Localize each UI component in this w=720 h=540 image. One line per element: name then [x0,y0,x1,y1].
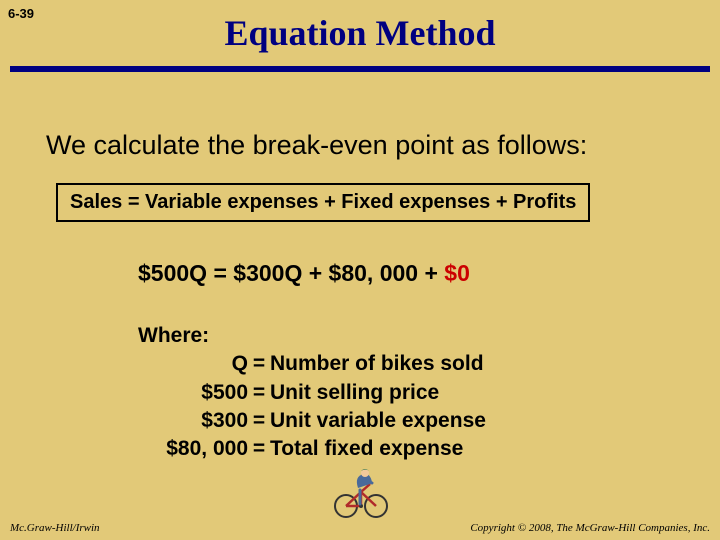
title-divider [10,66,710,72]
where-heading: Where: [138,322,486,350]
where-row-q: Q=Number of bikes sold [138,350,486,378]
where-row-varexp: $300=Unit variable expense [138,407,486,435]
where-eq: = [248,435,270,463]
equation-rhs1: $300Q + $80, 000 + [233,260,444,286]
where-desc: Number of bikes sold [270,352,484,375]
slide: 6-39 Equation Method We calculate the br… [0,0,720,540]
equation-lhs: $500Q [138,260,207,286]
formula-box: Sales = Variable expenses + Fixed expens… [56,183,590,222]
footer-copyright: Copyright © 2008, The McGraw-Hill Compan… [470,522,710,534]
substituted-equation: $500Q = $300Q + $80, 000 + $0 [138,260,470,287]
where-sym: $500 [138,379,248,407]
formula-text: Sales = Variable expenses + Fixed expens… [70,191,576,213]
where-desc: Unit selling price [270,381,439,404]
cyclist-icon [330,466,392,518]
where-eq: = [248,379,270,407]
where-sym: Q [138,350,248,378]
where-row-price: $500=Unit selling price [138,379,486,407]
where-block: Where: Q=Number of bikes sold $500=Unit … [138,322,486,464]
equation-eq: = [213,260,233,286]
where-sym: $300 [138,407,248,435]
equation-profit-zero: $0 [444,260,470,286]
slide-title: Equation Method [0,12,720,54]
where-row-fixed: $80, 000=Total fixed expense [138,435,486,463]
where-desc: Total fixed expense [270,437,463,460]
where-eq: = [248,407,270,435]
where-eq: = [248,350,270,378]
intro-text: We calculate the break-even point as fol… [46,130,587,161]
where-sym: $80, 000 [138,435,248,463]
where-desc: Unit variable expense [270,409,486,432]
footer-publisher: Mc.Graw-Hill/Irwin [10,522,100,534]
